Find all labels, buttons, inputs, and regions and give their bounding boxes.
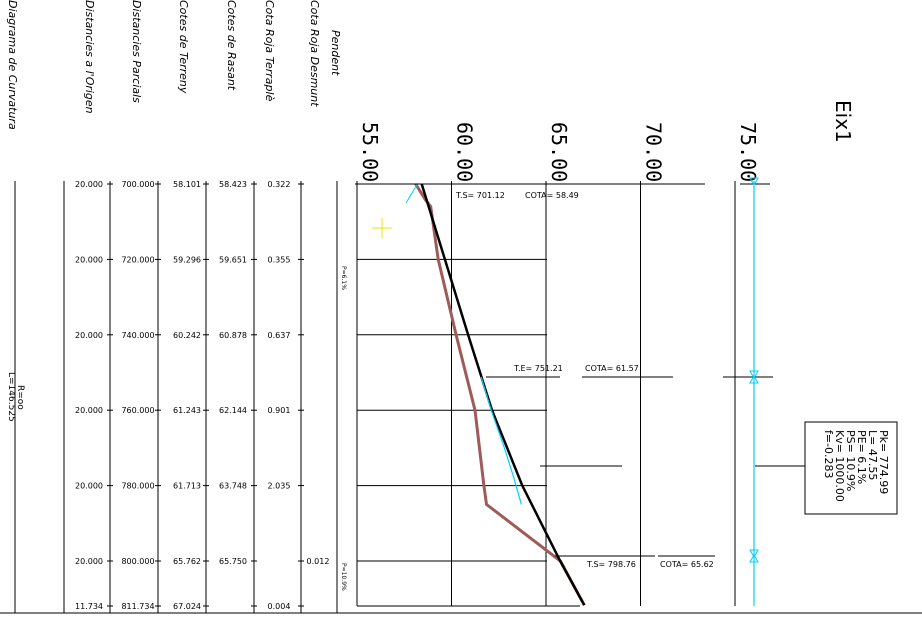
row-label-cotes-terreny: Cotes de Terreny (177, 0, 190, 94)
vertical-curve-line (480, 376, 522, 505)
curve-data-box (804, 421, 898, 515)
station-value-rasant: 59.651 (219, 255, 247, 264)
station-value-rasant: 58.423 (219, 180, 247, 189)
curve-box-pe: PE= 6.1% (855, 430, 868, 484)
station-value-origen: 740.000 (121, 331, 154, 340)
station-value-terreny: 59.296 (173, 255, 201, 264)
station-value-rasant: 60.878 (219, 331, 247, 340)
elevation-tick-label: 55.00 (358, 122, 382, 182)
station-value-origen: 780.000 (121, 482, 154, 491)
elevation-tick-label: 60.00 (453, 122, 477, 182)
slope-label-1: P=6.1% (340, 266, 347, 290)
station-value-rasant: 62.144 (219, 406, 247, 415)
station-value-terreny: 61.713 (173, 482, 201, 491)
station-value-terraple: 2.035 (268, 482, 291, 491)
existing-curve-line (405, 183, 418, 204)
station-value-origen: 811.734 (121, 602, 154, 611)
curvature-length-label: L=146.525 (6, 372, 16, 422)
row-label-cotes-rasant: Cotes de Rasant (225, 0, 238, 91)
elevation-gridlines (356, 181, 736, 606)
axis-arrow-marker (749, 374, 759, 384)
station-value-terreny: 61.243 (173, 406, 201, 415)
station-table: 20.000 700.000 58.101 58.423 0.322 20.000 720.… (75, 180, 329, 611)
cursor-cross-marker (372, 218, 392, 238)
elevation-axis: 55.00 60.00 65.00 70.00 75.00 (358, 122, 760, 182)
axis-arrow-marker (749, 177, 759, 187)
row-label-pendent: Pendent (329, 30, 342, 76)
curve-box-l: L= 47.55 (866, 430, 879, 480)
station-value-terreny: 60.242 (173, 331, 201, 340)
station-value-terreny: 58.101 (173, 180, 201, 189)
profile-lines (405, 183, 586, 606)
station-value-parcial: 20.000 (75, 406, 103, 415)
station-value-parcial: 20.000 (75, 482, 103, 491)
elevation-tick-label: 70.00 (642, 122, 666, 182)
station-value-parcial: 20.000 (75, 557, 103, 566)
axis-arrow-marker (749, 370, 759, 380)
row-label-diagrama-curvatura: Diagrama de Curvatura (6, 0, 19, 130)
row-label-distancies-parcials: Distancies Parcials (130, 0, 143, 103)
alignment-axis (723, 177, 773, 606)
axis-arrow-marker (749, 553, 759, 563)
label-leaders (355, 183, 805, 557)
station-value-parcial: 20.000 (75, 180, 103, 189)
elevation-tick-label: 65.00 (547, 122, 571, 182)
curve-box-pk: Pk= 774.99 (877, 430, 890, 494)
station-value-terraple: 0.322 (268, 180, 291, 189)
station-value-origen: 760.000 (121, 406, 154, 415)
te-mid-cota-label: COTA= 61.57 (585, 364, 639, 373)
station-value-parcial: 20.000 (75, 255, 103, 264)
station-value-terraple: 0.355 (268, 255, 291, 264)
axis-arrow-marker (749, 549, 759, 559)
station-value-origen: 720.000 (121, 255, 154, 264)
grade-line (420, 183, 586, 606)
band-separators (14, 181, 338, 613)
axis-title: Eix1 (831, 100, 855, 143)
station-value-desmunt: 0.012 (307, 557, 330, 566)
curve-box-ps: PS= 10.9% (844, 430, 857, 491)
station-value-terreny: 65.762 (173, 557, 201, 566)
curvature-radius-label: R=oo (15, 385, 25, 410)
curve-box-kv: Kv= 1000.00 (833, 430, 846, 502)
station-value-terraple: 0.637 (268, 331, 291, 340)
ts-bot-station-label: T.S= 798.76 (586, 560, 636, 569)
station-value-terraple: 0.901 (268, 406, 291, 415)
row-label-distancies-origen: Distancies a l'Origen (83, 0, 96, 114)
station-value-rasant: 65.750 (219, 557, 247, 566)
station-value-parcial: 20.000 (75, 331, 103, 340)
te-mid-station-label: T.E= 751.21 (513, 364, 563, 373)
ts-top-station-label: T.S= 701.12 (455, 191, 505, 200)
station-value-terraple: 0.004 (268, 602, 291, 611)
station-value-rasant: 63.748 (219, 482, 247, 491)
curve-box-f: f=-0.283 (822, 430, 835, 479)
ts-top-cota-label: COTA= 58.49 (525, 191, 579, 200)
slope-label-2: P=10.9% (340, 563, 347, 591)
station-value-origen: 800.000 (121, 557, 154, 566)
station-value-terreny: 67.024 (173, 602, 201, 611)
row-label-cota-roja-desmunt: Cota Roja Desmunt (308, 0, 321, 107)
ts-bot-cota-label: COTA= 65.62 (660, 560, 714, 569)
station-lines (357, 183, 705, 607)
curve-data-box-text: Pk= 774.99 L= 47.55 PE= 6.1% PS= 10.9% K… (822, 430, 890, 502)
station-value-parcial: 11.734 (75, 602, 103, 611)
row-label-cota-roja-terraple: Cota Roja Terraplè (263, 0, 276, 102)
elevation-tick-label: 75.00 (736, 122, 760, 182)
station-value-origen: 700.000 (121, 180, 154, 189)
